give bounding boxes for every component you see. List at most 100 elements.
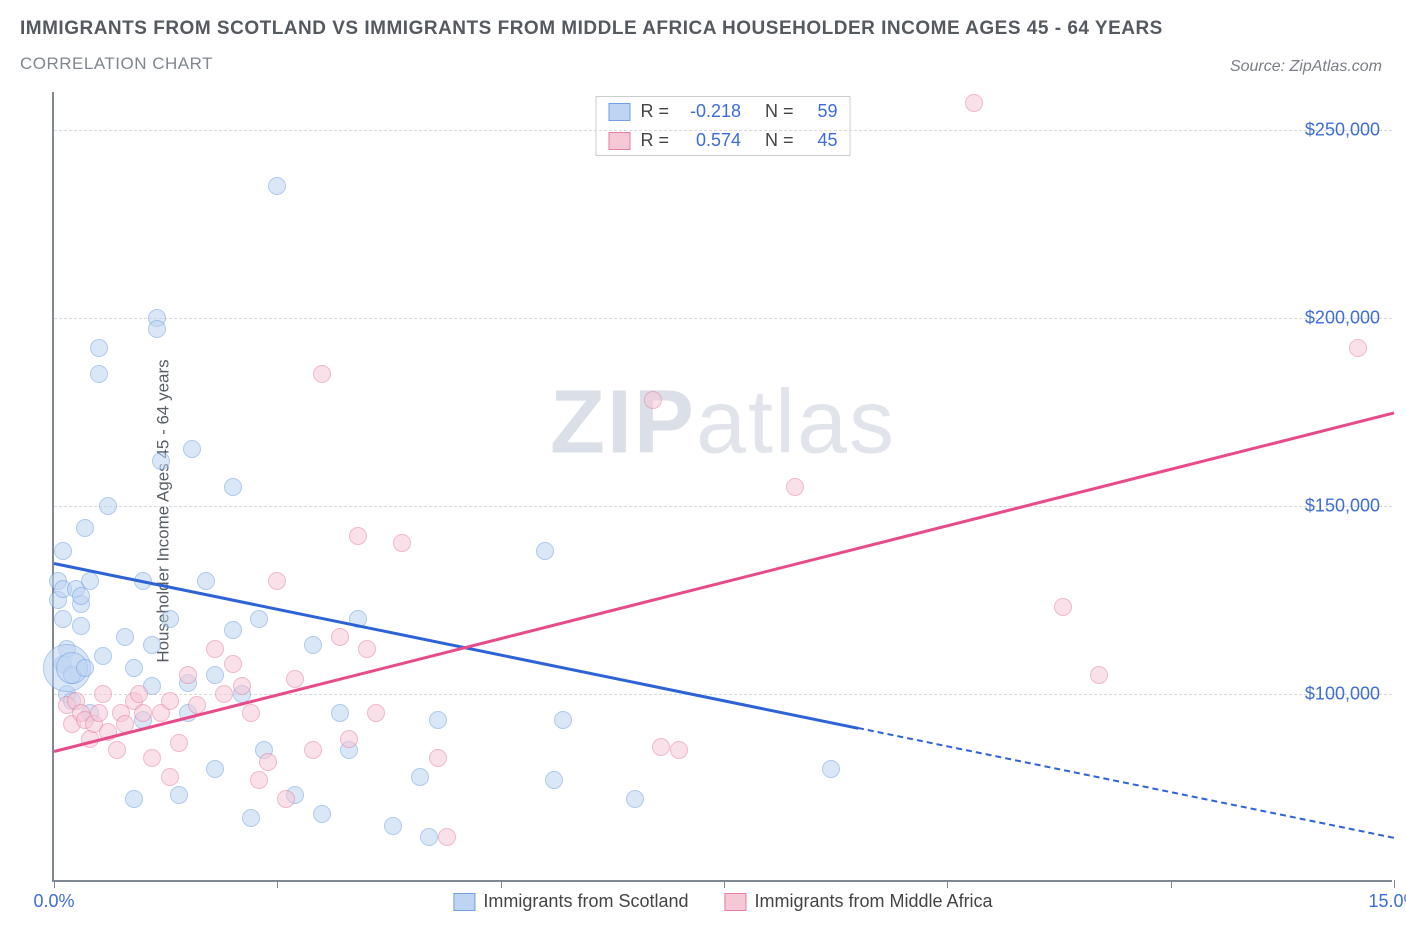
scatter-point xyxy=(224,478,242,496)
scatter-point xyxy=(277,790,295,808)
scatter-point xyxy=(242,809,260,827)
scatter-point xyxy=(94,647,112,665)
scatter-point xyxy=(1349,339,1367,357)
scatter-point xyxy=(268,572,286,590)
scatter-point xyxy=(108,741,126,759)
scatter-point xyxy=(536,542,554,560)
trend-line xyxy=(858,727,1394,839)
chart-area: Householder Income Ages 45 - 64 years ZI… xyxy=(0,92,1406,930)
scatter-point xyxy=(340,730,358,748)
scatter-point xyxy=(130,685,148,703)
x-tick xyxy=(1171,880,1172,888)
scatter-point xyxy=(99,497,117,515)
legend-series-item: Immigrants from Scotland xyxy=(453,891,688,912)
scatter-point xyxy=(116,628,134,646)
scatter-point xyxy=(76,659,94,677)
scatter-point xyxy=(224,621,242,639)
scatter-point xyxy=(313,365,331,383)
scatter-point xyxy=(429,749,447,767)
legend-series: Immigrants from Scotland Immigrants from … xyxy=(453,891,992,912)
scatter-point xyxy=(72,617,90,635)
scatter-point xyxy=(161,768,179,786)
legend-n-label: N = xyxy=(765,130,794,151)
legend-r-label: R = xyxy=(640,101,669,122)
scatter-point xyxy=(250,771,268,789)
scatter-point xyxy=(170,734,188,752)
scatter-point xyxy=(183,440,201,458)
x-tick xyxy=(54,880,55,888)
y-tick-label: $250,000 xyxy=(1305,119,1380,140)
scatter-point xyxy=(197,572,215,590)
gridline xyxy=(54,506,1392,507)
chart-title: IMMIGRANTS FROM SCOTLAND VS IMMIGRANTS F… xyxy=(20,18,1386,40)
chart-header: IMMIGRANTS FROM SCOTLAND VS IMMIGRANTS F… xyxy=(0,0,1406,74)
scatter-point xyxy=(384,817,402,835)
scatter-point xyxy=(545,771,563,789)
scatter-point xyxy=(1054,598,1072,616)
scatter-point xyxy=(965,94,983,112)
scatter-point xyxy=(143,636,161,654)
scatter-point xyxy=(125,790,143,808)
legend-stats: R =-0.218N =59R =0.574N =45 xyxy=(595,96,850,156)
scatter-point xyxy=(304,636,322,654)
legend-series-label: Immigrants from Scotland xyxy=(483,891,688,912)
scatter-point xyxy=(206,760,224,778)
scatter-point xyxy=(420,828,438,846)
scatter-point xyxy=(644,391,662,409)
legend-swatch xyxy=(608,132,630,150)
plot-region: ZIPatlas R =-0.218N =59R =0.574N =45 Imm… xyxy=(52,92,1392,882)
x-tick xyxy=(277,880,278,888)
scatter-point xyxy=(554,711,572,729)
x-tick-label: 0.0% xyxy=(33,891,74,912)
x-tick xyxy=(947,880,948,888)
x-tick xyxy=(1394,880,1395,888)
x-tick-label: 15.0% xyxy=(1368,891,1406,912)
scatter-point xyxy=(349,527,367,545)
source-label: Source: ZipAtlas.com xyxy=(1230,58,1382,76)
scatter-point xyxy=(268,177,286,195)
x-tick xyxy=(501,880,502,888)
chart-subtitle: CORRELATION CHART xyxy=(20,54,1386,74)
legend-n-value: 45 xyxy=(804,130,838,151)
y-tick-label: $150,000 xyxy=(1305,495,1380,516)
scatter-point xyxy=(233,677,251,695)
legend-r-label: R = xyxy=(640,130,669,151)
scatter-point xyxy=(331,628,349,646)
scatter-point xyxy=(304,741,322,759)
gridline xyxy=(54,318,1392,319)
scatter-point xyxy=(367,704,385,722)
scatter-point xyxy=(76,519,94,537)
scatter-point xyxy=(313,805,331,823)
scatter-point xyxy=(286,670,304,688)
scatter-point xyxy=(54,610,72,628)
y-tick-label: $100,000 xyxy=(1305,683,1380,704)
scatter-point xyxy=(134,704,152,722)
scatter-point xyxy=(206,640,224,658)
scatter-point xyxy=(331,704,349,722)
scatter-point xyxy=(215,685,233,703)
legend-n-label: N = xyxy=(765,101,794,122)
legend-swatch xyxy=(608,103,630,121)
legend-swatch xyxy=(725,893,747,911)
scatter-point xyxy=(54,542,72,560)
scatter-point xyxy=(411,768,429,786)
scatter-point xyxy=(179,666,197,684)
scatter-point xyxy=(152,452,170,470)
legend-n-value: 59 xyxy=(804,101,838,122)
legend-series-label: Immigrants from Middle Africa xyxy=(755,891,993,912)
scatter-point xyxy=(670,741,688,759)
scatter-point xyxy=(250,610,268,628)
scatter-point xyxy=(242,704,260,722)
scatter-point xyxy=(81,572,99,590)
scatter-point xyxy=(94,685,112,703)
scatter-point xyxy=(90,704,108,722)
scatter-point xyxy=(161,692,179,710)
scatter-point xyxy=(822,760,840,778)
scatter-point xyxy=(125,659,143,677)
scatter-point xyxy=(90,339,108,357)
legend-r-value: -0.218 xyxy=(679,101,741,122)
scatter-point xyxy=(259,753,277,771)
legend-series-item: Immigrants from Middle Africa xyxy=(725,891,993,912)
scatter-point xyxy=(90,365,108,383)
scatter-point xyxy=(429,711,447,729)
